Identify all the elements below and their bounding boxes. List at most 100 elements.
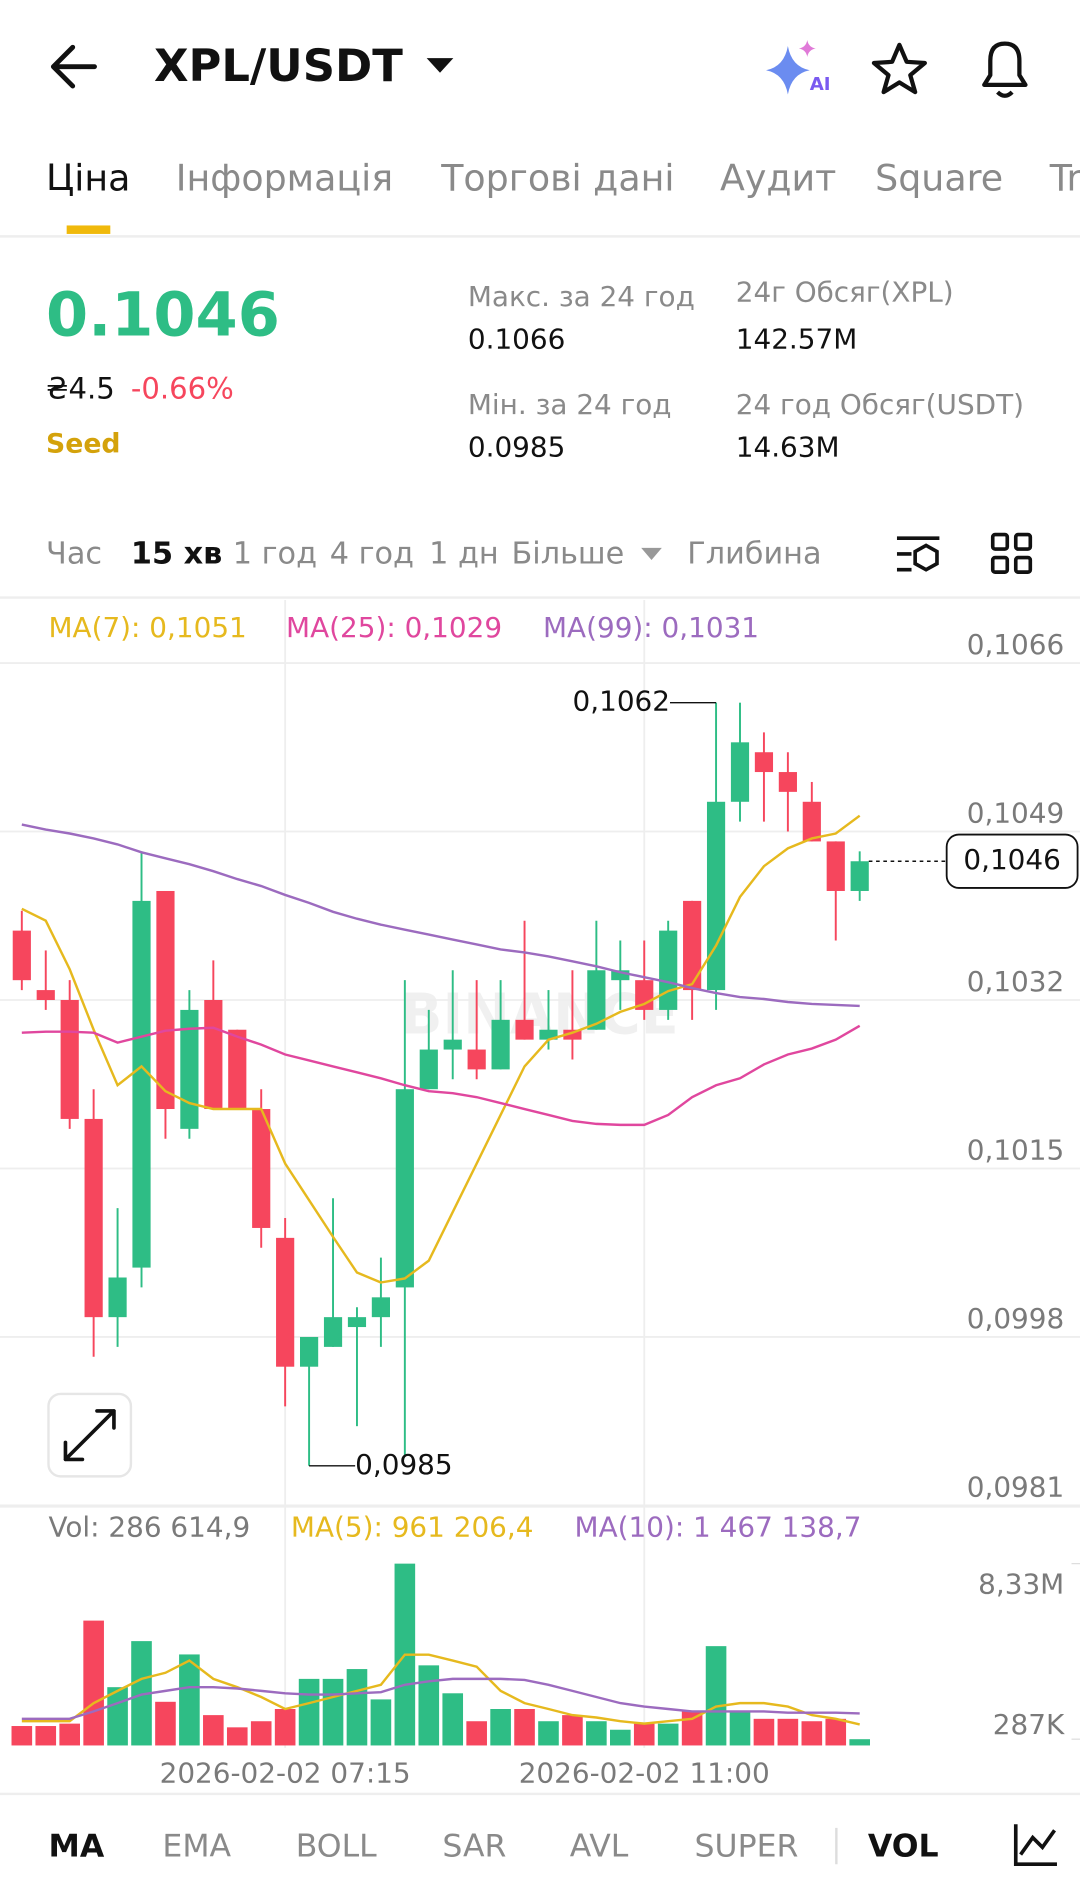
indicator[interactable]: AVL — [570, 1828, 629, 1864]
volume-bar — [179, 1654, 200, 1746]
volume-bar — [418, 1665, 440, 1746]
interval[interactable]: Глибина — [687, 537, 821, 572]
legend-entry: MA(99): 0,1031 — [543, 611, 759, 644]
candle-body — [276, 1237, 295, 1367]
interval[interactable]: 4 год — [330, 537, 414, 572]
y-tick-label: 0,0998 — [967, 1302, 1064, 1335]
volume-bar — [346, 1669, 368, 1746]
tab[interactable]: Tr — [1049, 157, 1080, 200]
tab[interactable]: Інформація — [176, 157, 393, 200]
volume-bar — [777, 1718, 799, 1746]
volume-ma-line — [21, 1677, 860, 1721]
candle — [371, 1257, 390, 1347]
stat-label: 24г Обсяг(XPL) — [736, 275, 954, 308]
more-dropdown[interactable] — [641, 547, 662, 560]
candle — [587, 920, 606, 1030]
volume-tick-label: 287K — [993, 1708, 1065, 1741]
pair-dropdown[interactable] — [426, 58, 454, 73]
volume-bar — [586, 1721, 607, 1746]
volume-bar — [322, 1678, 344, 1746]
y-tick-label: 0,1032 — [967, 965, 1064, 998]
ma-line — [21, 814, 861, 1284]
candle — [802, 781, 821, 842]
fullscreen-button[interactable] — [47, 1392, 133, 1478]
candle — [754, 732, 774, 822]
candle — [108, 1208, 127, 1347]
volume-bar — [250, 1721, 272, 1746]
indicator-settings-button[interactable] — [1013, 1824, 1057, 1867]
interval[interactable]: Більше — [512, 537, 625, 572]
candle-body — [443, 1039, 462, 1050]
tab[interactable]: Square — [875, 157, 1003, 200]
candle — [323, 1198, 343, 1347]
candle-body — [778, 772, 797, 792]
annotation-label: 0,1062 — [573, 685, 670, 718]
candle — [347, 1307, 367, 1427]
annotation-label: 0,0985 — [355, 1448, 452, 1481]
candle — [300, 1336, 319, 1466]
candle — [180, 990, 199, 1139]
stat-value: 14.63M — [736, 430, 840, 463]
volume-bar — [442, 1693, 464, 1746]
stat-label: Макс. за 24 год — [468, 280, 695, 313]
candle — [850, 851, 869, 901]
indicator[interactable]: BOLL — [296, 1828, 377, 1864]
fiat-price: ₴4.5 — [46, 371, 115, 405]
volume-bar — [562, 1715, 583, 1746]
indicator[interactable]: SUPER — [695, 1828, 799, 1864]
candle-body — [395, 1089, 414, 1288]
volume-bar — [490, 1709, 511, 1746]
chart-settings-button[interactable] — [896, 536, 940, 572]
interval[interactable]: 1 дн — [429, 537, 499, 572]
ai-button[interactable]: AI — [766, 40, 831, 95]
volume-bar — [705, 1646, 727, 1746]
indicator[interactable]: EMA — [162, 1828, 231, 1864]
x-tick-label: 2026-02-02 11:00 — [519, 1757, 770, 1790]
tab[interactable]: Торгові дані — [440, 157, 674, 200]
volume-bar — [155, 1701, 176, 1746]
ma-line — [21, 823, 860, 1008]
chart: BINANCE0,10660,10490,10320,10150,09980,0… — [0, 600, 1080, 1790]
back-button[interactable] — [50, 44, 97, 89]
candle — [84, 1089, 103, 1357]
candle-body — [180, 1009, 199, 1129]
legend-entry: MA(5): 961 206,4 — [291, 1510, 534, 1543]
indicator[interactable]: MA — [48, 1828, 104, 1864]
candle-body — [683, 900, 702, 991]
last-price-label: 0,1046 — [963, 843, 1060, 876]
candle-body — [347, 1317, 367, 1328]
stat-value: 0.0985 — [468, 430, 565, 463]
price-change: -0.66% — [131, 371, 234, 405]
pair-title[interactable]: XPL/USDT — [154, 39, 403, 92]
volume-bar — [753, 1718, 775, 1746]
candle-body — [228, 1029, 247, 1110]
candle-body — [323, 1317, 343, 1347]
favorite-button[interactable] — [871, 42, 927, 95]
candle-body — [60, 1000, 79, 1119]
volume-bar — [203, 1715, 224, 1746]
candle — [12, 910, 31, 991]
legend-entry: MA(10): 1 467 138,7 — [575, 1510, 862, 1543]
tab[interactable]: Ціна — [46, 157, 130, 200]
tab[interactable]: Аудит — [720, 157, 836, 200]
candle-body — [108, 1277, 127, 1318]
seed-tag: Seed — [46, 428, 120, 459]
interval: Час — [46, 537, 102, 572]
alert-button[interactable] — [982, 41, 1028, 98]
layout-button[interactable] — [990, 532, 1033, 574]
indicator[interactable]: SAR — [442, 1828, 506, 1864]
indicator[interactable]: VOL — [868, 1828, 939, 1864]
y-tick-label: 0,1066 — [967, 628, 1064, 661]
candle-body — [563, 1029, 582, 1040]
volume-bar — [849, 1739, 870, 1746]
last-price-box — [945, 833, 1079, 889]
candle-body — [12, 930, 31, 981]
interval[interactable]: 1 год — [233, 537, 317, 572]
legend-entry: MA(7): 0,1051 — [48, 611, 246, 644]
candle-body — [802, 801, 821, 842]
interval[interactable]: 15 хв — [131, 537, 222, 572]
x-tick-label: 2026-02-02 07:15 — [160, 1757, 411, 1790]
candle — [467, 980, 486, 1080]
candle — [730, 702, 750, 822]
